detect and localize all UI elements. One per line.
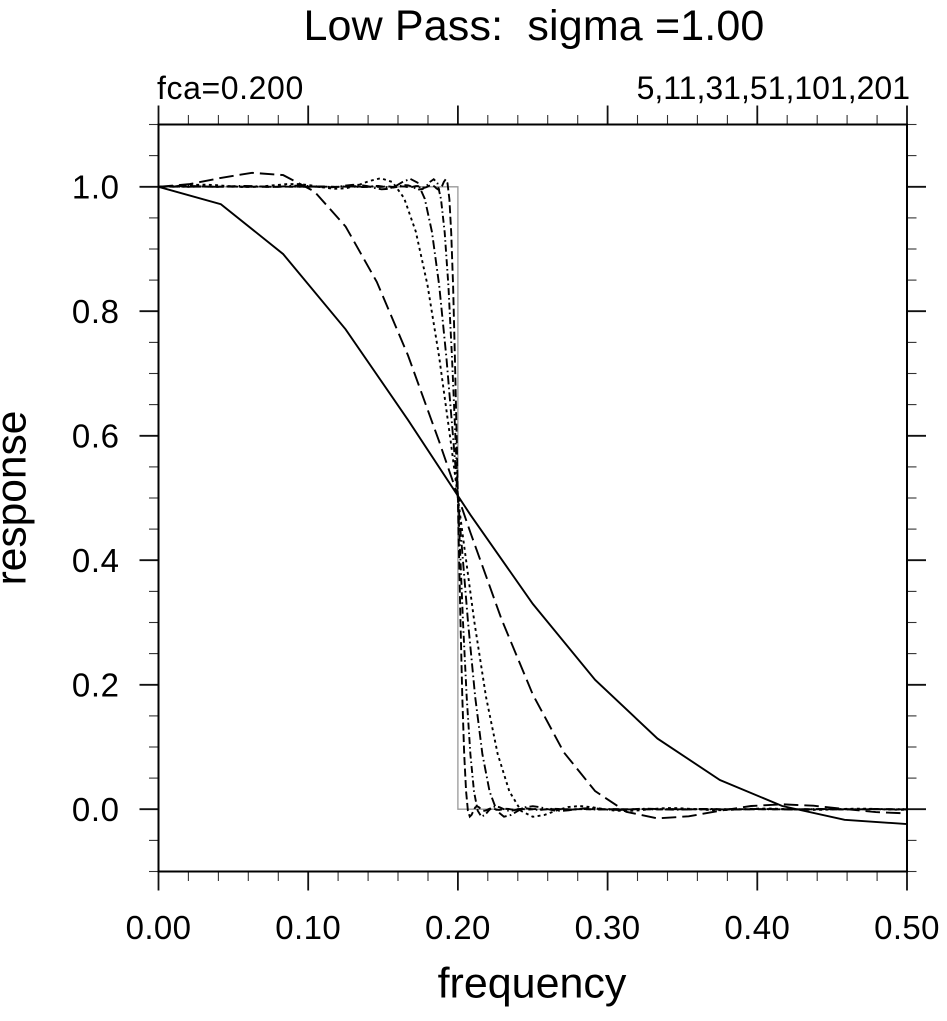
svg-text:fca=0.200: fca=0.200	[157, 70, 304, 106]
svg-text:0.8: 0.8	[72, 293, 120, 330]
svg-text:0.6: 0.6	[72, 418, 120, 455]
svg-text:0.00: 0.00	[126, 909, 192, 946]
svg-text:5,11,31,51,101,201: 5,11,31,51,101,201	[637, 70, 910, 106]
svg-text:0.50: 0.50	[874, 909, 940, 946]
svg-text:0.10: 0.10	[275, 909, 341, 946]
svg-text:0.40: 0.40	[724, 909, 790, 946]
svg-text:1.0: 1.0	[72, 169, 120, 206]
svg-text:0.2: 0.2	[72, 667, 120, 704]
svg-text:response: response	[0, 411, 36, 586]
svg-text:frequency: frequency	[438, 959, 627, 1007]
svg-text:0.20: 0.20	[425, 909, 491, 946]
svg-text:Low Pass: sigma =1.00: Low Pass: sigma =1.00	[303, 2, 764, 50]
svg-text:0.4: 0.4	[72, 542, 120, 579]
svg-text:0.30: 0.30	[575, 909, 641, 946]
svg-text:0.0: 0.0	[72, 791, 120, 828]
